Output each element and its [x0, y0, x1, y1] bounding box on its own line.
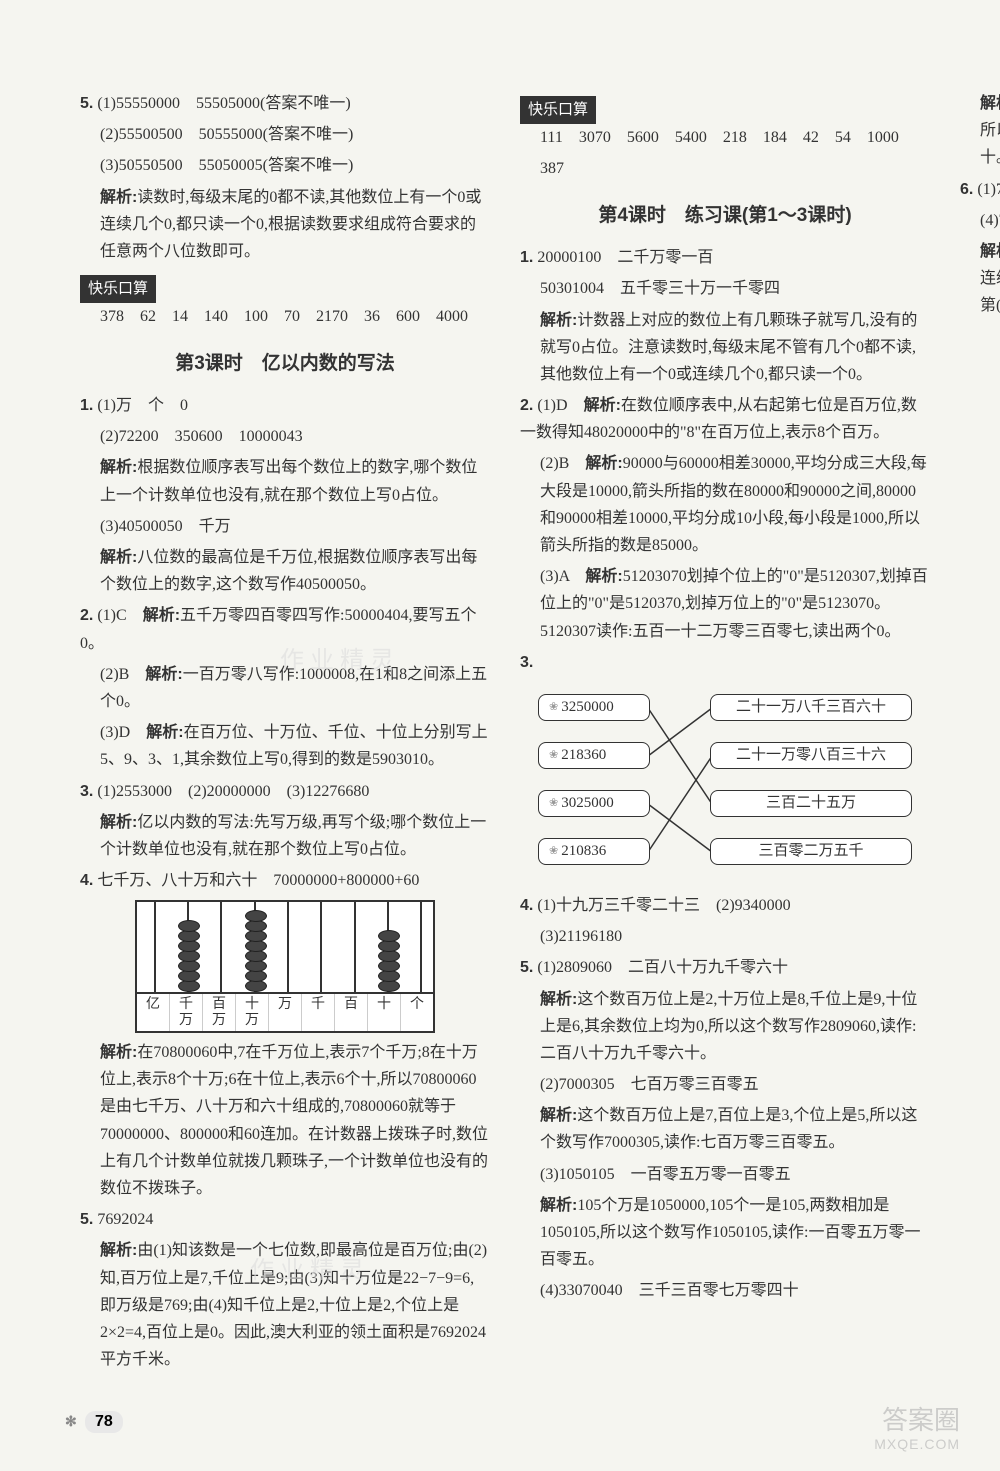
q-number: 1. [80, 397, 93, 414]
q-number: 3. [80, 783, 93, 800]
answer-text: (1)万 个 0 [97, 397, 188, 414]
q-number: 5. [80, 95, 93, 112]
analysis-text: 解析:亿以内数的写法:先写万级,再写个级;哪个数位上一个计数单位也没有,就在那个… [80, 809, 490, 863]
answer-text: (2)7000305 七百万零三百零五 [520, 1071, 930, 1098]
answer-text: 七千万、八十万和六十 70000000+800000+60 [97, 872, 419, 889]
kousuan-numbers: 378 62 14 140 100 70 2170 36 600 4000 [80, 303, 490, 330]
answer-text: (3)1050105 一百零五万零一百零五 [520, 1161, 930, 1188]
analysis-text: 解析:30000000、3000000、70000和40相加是33070040,… [960, 90, 1000, 172]
answer-text: 50301004 五千零三十万一千零四 [520, 275, 930, 302]
analysis-text: 解析:根据数位顺序表写出每个数位上的数字,哪个数位上一个计数单位也没有,就在那个… [80, 454, 490, 508]
answer-text: (1)2553000 (2)20000000 (3)12276680 [97, 783, 369, 800]
answer-text: 7692024 [97, 1211, 153, 1228]
section-title: 第4课时 练习课(第1～3课时) [520, 200, 930, 232]
answer-text: (2)72200 350600 10000043 [80, 423, 490, 450]
analysis-text: 解析:105个万是1050000,105个一是105,两数相加是1050105,… [520, 1192, 930, 1274]
answer-text: (4)33070040 三千三百零七万零四十 [520, 1277, 930, 1304]
analysis-text: 解析:这个数百万位上是2,十万位上是8,千位上是9,十位上是6,其余数位上均为0… [520, 986, 930, 1068]
answer-text: (3)A 解析:51203070划掉个位上的"0"是5120307,划掉百位上的… [520, 563, 930, 645]
q-number: 5. [80, 1211, 93, 1228]
watermark: 答案圈 MXQE.COM [874, 1405, 960, 1453]
answer-text: (2)55500500 50555000(答案不唯一) [80, 121, 490, 148]
watermark-mid: 作业精灵 [250, 1250, 370, 1285]
answer-text: (1)7625000 (2)7620050 (3)7600502 [977, 181, 1000, 198]
q-number: 3. [520, 654, 533, 671]
answer-text: (1)C 解析:五千万零四百零四写作:50000404,要写五个0。 [80, 607, 476, 651]
answer-text: (3)40500050 千万 [80, 513, 490, 540]
answer-text: (1)2809060 二百八十万九千零六十 [537, 959, 788, 976]
answer-text: (1)十九万三千零二十三 (2)9340000 [537, 897, 790, 914]
answer-text: (1)55550000 55505000(答案不唯一) [97, 95, 350, 112]
kousuan-numbers: 387 [520, 155, 930, 182]
abacus-diagram: 亿 千万百万十万万 千 百 十 个 [135, 900, 435, 1033]
answer-text: (3)21196180 [520, 923, 930, 950]
kousuan-title: 快乐口算 [80, 275, 156, 303]
page-number: 78 [85, 1411, 123, 1433]
answer-text: (3)D 解析:在百万位、十万位、千位、十位上分别写上5、9、3、1,其余数位上… [80, 719, 490, 773]
answer-text: (3)50550500 55050005(答案不唯一) [80, 152, 490, 179]
analysis-text: 解析:读数时,每级末尾的0都不读,其他数位上有一个0或连续几个0,都只读一个0,… [80, 184, 490, 266]
q-number: 2. [80, 607, 93, 624]
watermark-mid: 作业精灵 [280, 640, 400, 675]
section-title: 第3课时 亿以内数的写法 [80, 348, 490, 380]
analysis-text: 解析:这个数百万位上是7,百位上是3,个位上是5,所以这个数写作7000305,… [520, 1102, 930, 1156]
matching-diagram: ❀3250000❀218360❀3025000❀210836二十一万八千三百六十… [520, 684, 930, 884]
analysis-text: 解析:在70800060中,7在千万位上,表示7个千万;8在十万位上,表示8个十… [80, 1039, 490, 1202]
kousuan-numbers: 111 3070 5600 5400 218 184 42 54 1000 [520, 124, 930, 151]
answer-text: (2)B 解析:90000与60000相差30000,平均分成三大段,每大段是1… [520, 450, 930, 559]
analysis-text: 解析:八位数的最高位是千万位,根据数位顺序表写出每个数位上的数字,这个数写作40… [80, 544, 490, 598]
q-number: 5. [520, 959, 533, 976]
kousuan-title: 快乐口算 [520, 96, 596, 124]
q-number: 4. [520, 897, 533, 914]
analysis-text: 解析:计数器上对应的数位上有几颗珠子就写几,没有的就写0占位。注意读数时,每级末… [520, 307, 930, 389]
answer-text: 20000100 二千万零一百 [537, 249, 713, 266]
q-number: 1. [520, 249, 533, 266]
analysis-text: 解析:读数时,每级末尾的0都不读,其他数位上有一个0或连续几个0,都只读一个0。… [960, 238, 1000, 320]
answer-text: (4)7060205(除第(3)题外,其他答案不唯一) [960, 207, 1000, 234]
answer-text: (1)D 解析:在数位顺序表中,从右起第七位是百万位,数一数得知48020000… [520, 397, 917, 441]
q-number: 2. [520, 397, 533, 414]
q-number: 4. [80, 872, 93, 889]
q-number: 6. [960, 181, 973, 198]
